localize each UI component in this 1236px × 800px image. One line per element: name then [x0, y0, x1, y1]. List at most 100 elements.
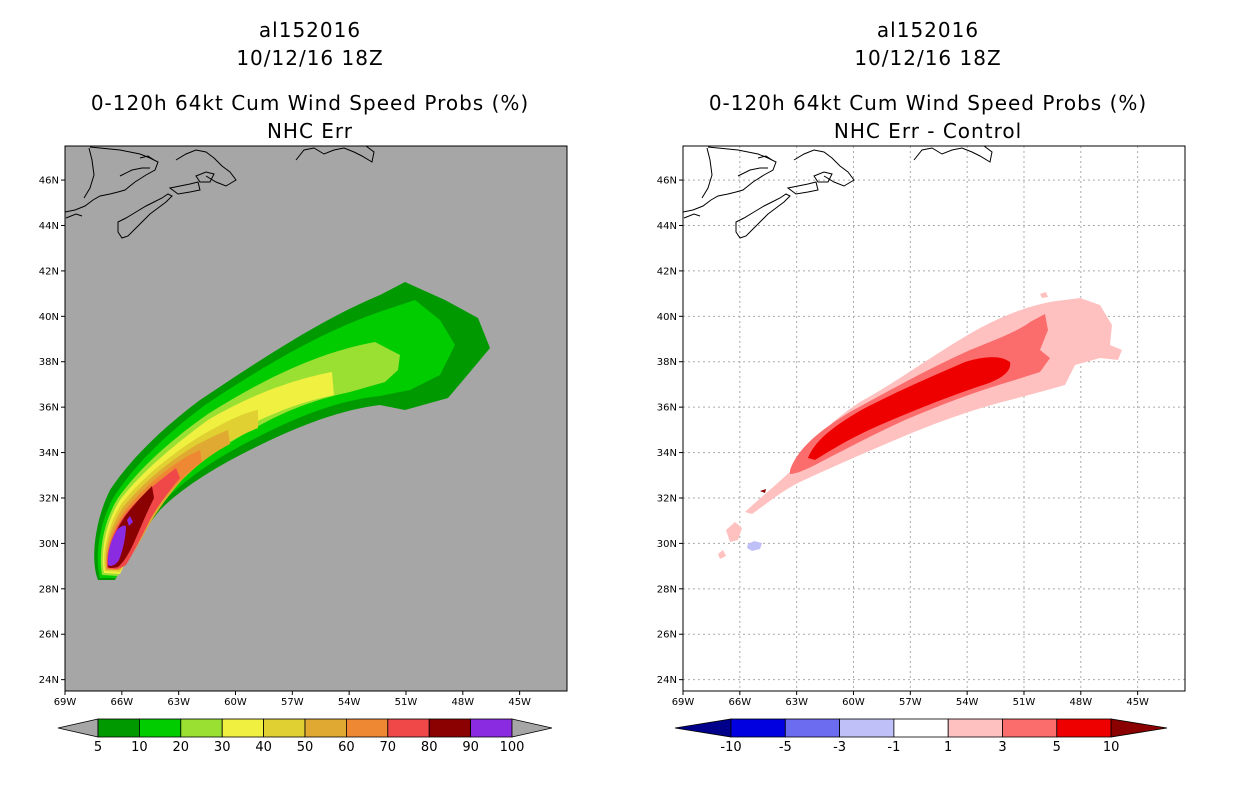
colorbar-segment: [263, 718, 306, 738]
right-coast-mainland: [683, 146, 777, 213]
right-colorbar: -10 -5 -3 -1 1 3 5 10: [674, 718, 1168, 755]
x-tick-label: 48W: [451, 697, 474, 708]
colorbar-segment: [428, 718, 472, 738]
y-tick-label: 40N: [657, 312, 677, 323]
colorbar-segment: [304, 718, 347, 738]
colorbar-high-triangle: [511, 718, 553, 738]
colorbar-low-triangle: [674, 718, 732, 738]
colorbar-label: 20: [173, 740, 190, 755]
left-title-line-4: NHC Err: [267, 119, 353, 143]
y-tick-label: 40N: [39, 312, 59, 323]
colorbar-segment: [221, 718, 264, 738]
right-title-line-4: NHC Err - Control: [834, 119, 1022, 143]
right-plot-frame: [682, 145, 1186, 692]
diff-band-5-to-10: [808, 357, 1011, 460]
diff-band-1-to-3-spot-b: [718, 550, 726, 559]
colorbar-label: -1: [887, 740, 900, 755]
y-tick-label: 30N: [657, 539, 677, 550]
left-probability-swath: [94, 282, 491, 580]
x-tick-label: 69W: [54, 697, 77, 708]
prob-band-90-spot: [127, 516, 133, 526]
right-title-line-1: al152016: [877, 18, 979, 42]
colorbar-label: 80: [421, 740, 438, 755]
right-title-line-2: 10/12/16 18Z: [854, 46, 1001, 70]
colorbar-label: 10: [1103, 740, 1120, 755]
colorbar-segment: [784, 718, 840, 738]
colorbar-label: 5: [94, 740, 102, 755]
colorbar-label: 90: [462, 740, 479, 755]
y-tick-label: 44N: [657, 221, 677, 232]
x-tick-label: 57W: [281, 697, 304, 708]
x-tick-label: 63W: [167, 697, 190, 708]
colorbar-low-triangle: [57, 718, 99, 738]
x-tick-label: 51W: [1013, 697, 1036, 708]
colorbar-label: 60: [338, 740, 355, 755]
diff-band-10-plus-spot: [760, 489, 766, 493]
colorbar-label: -3: [833, 740, 846, 755]
colorbar-segment: [387, 718, 430, 738]
y-tick-label: 30N: [39, 539, 59, 550]
colorbar-label: 50: [297, 740, 314, 755]
left-coast-nova-scotia: [117, 193, 173, 239]
colorbar-segment: [1056, 718, 1112, 738]
x-tick-label: 63W: [785, 697, 808, 708]
left-title-line-3: 0-120h 64kt Cum Wind Speed Probs (%): [91, 91, 529, 115]
right-difference-field: [718, 292, 1122, 559]
x-tick-label: 45W: [508, 697, 531, 708]
colorbar-label: 10: [131, 740, 148, 755]
y-tick-label: 46N: [657, 176, 677, 187]
colorbar-segment: [947, 718, 1003, 738]
colorbar-label: 100: [500, 740, 525, 755]
right-panel: al152016 10/12/16 18Z 0-120h 64kt Cum Wi…: [657, 18, 1186, 755]
left-coast-mainland: [65, 146, 159, 213]
left-coast-newfoundland: [295, 146, 375, 163]
y-tick-label: 28N: [39, 584, 59, 595]
y-tick-label: 42N: [657, 266, 677, 277]
x-tick-label: 57W: [899, 697, 922, 708]
y-tick-label: 26N: [657, 630, 677, 641]
colorbar-label: 70: [380, 740, 397, 755]
x-tick-label: 60W: [842, 697, 865, 708]
y-tick-label: 44N: [39, 221, 59, 232]
x-tick-label: 48W: [1069, 697, 1092, 708]
left-coast-pei-capebreton: [168, 171, 215, 195]
y-tick-label: 38N: [657, 357, 677, 368]
colorbar-segment: [138, 718, 182, 738]
colorbar-segment: [345, 718, 389, 738]
colorbar-segment: [180, 718, 223, 738]
prob-band-90: [107, 525, 126, 566]
colorbar-label: 5: [1053, 740, 1061, 755]
y-tick-label: 32N: [39, 493, 59, 504]
left-panel: al152016 10/12/16 18Z 0-120h 64kt Cum Wi…: [39, 18, 568, 755]
y-tick-label: 36N: [39, 403, 59, 414]
diff-band-neg-3-to-neg-1: [747, 541, 762, 551]
y-tick-label: 34N: [39, 448, 59, 459]
colorbar-segment: [730, 718, 786, 738]
left-plot-frame: [64, 145, 568, 692]
x-tick-label: 66W: [729, 697, 752, 708]
x-tick-label: 51W: [395, 697, 418, 708]
colorbar-label: 1: [944, 740, 952, 755]
x-tick-label: 60W: [224, 697, 247, 708]
right-title-line-3: 0-120h 64kt Cum Wind Speed Probs (%): [709, 91, 1147, 115]
colorbar-label: -5: [779, 740, 792, 755]
colorbar-segment: [97, 718, 140, 738]
left-title-line-2: 10/12/16 18Z: [236, 46, 383, 70]
y-tick-label: 28N: [657, 584, 677, 595]
x-tick-label: 69W: [672, 697, 695, 708]
colorbar-segment: [893, 718, 949, 738]
x-tick-label: 45W: [1126, 697, 1149, 708]
left-title-line-1: al152016: [259, 18, 361, 42]
colorbar-high-triangle: [1110, 718, 1168, 738]
right-axes: 69W 66W 63W 60W 57W 54W 51W 48W 45W 24N 26N 28N 30N 3…: [657, 176, 1149, 708]
left-coast-islands: [65, 155, 155, 219]
diff-band-1-to-3-spot-c: [1040, 292, 1048, 298]
y-tick-label: 38N: [39, 357, 59, 368]
left-coast-gulf: [119, 149, 237, 187]
x-tick-label: 54W: [956, 697, 979, 708]
colorbar-segment: [839, 718, 895, 738]
right-coast-gulf: [737, 149, 855, 187]
colorbar-label: 3: [998, 740, 1006, 755]
colorbar-label: 30: [214, 740, 231, 755]
